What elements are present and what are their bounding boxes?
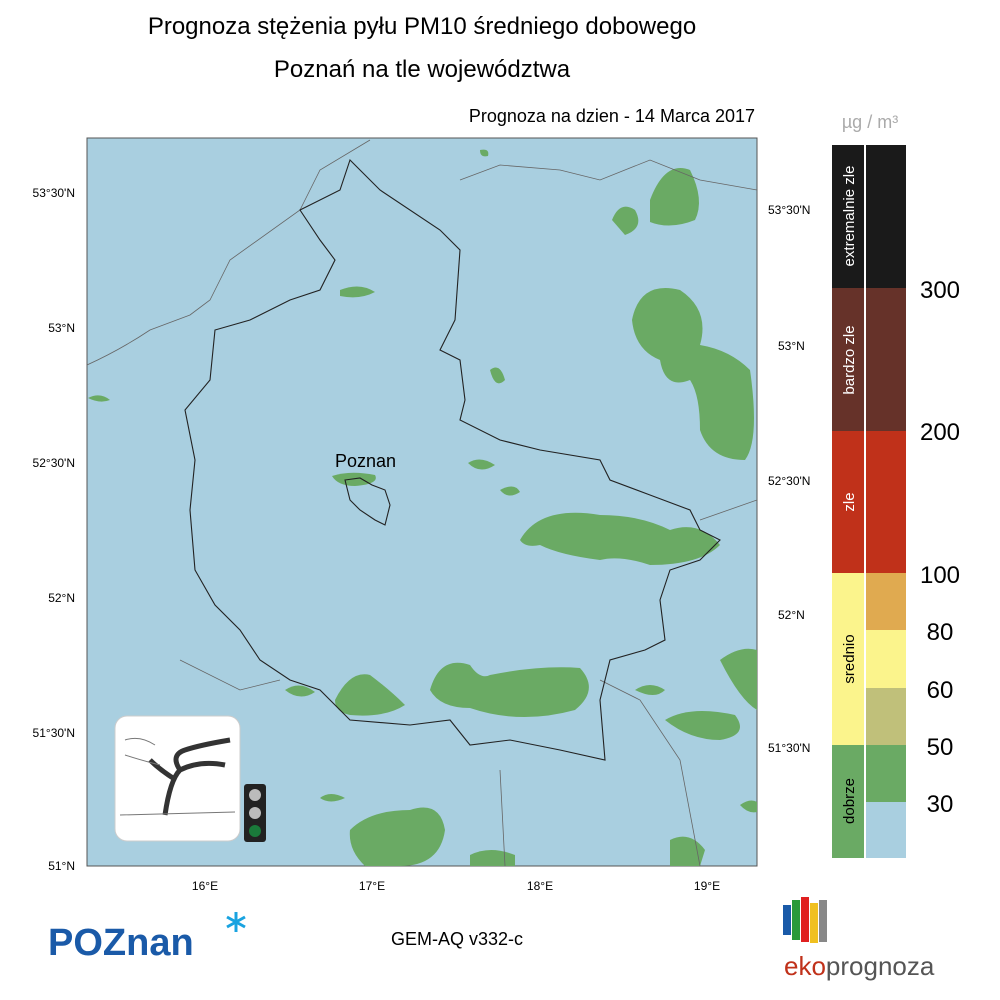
unit: µg / m³ [842, 112, 898, 132]
lat-label: 52°N [778, 608, 805, 622]
lon-label: 18°E [527, 879, 553, 893]
class-label: srednio [841, 634, 858, 683]
date: Prognoza na dzien - 14 Marca 2017 [469, 106, 755, 126]
lon-label: 19°E [694, 879, 720, 893]
logo-eko: ekoprognoza [784, 951, 935, 981]
traffic-light [244, 784, 266, 842]
class-label: zle [841, 492, 858, 511]
title: Prognoza stężenia pyłu PM10 średniego do… [148, 13, 696, 40]
lat-label: 53°30'N [768, 203, 810, 217]
lat-label: 51°30'N [768, 741, 810, 755]
threshold: 30 [927, 791, 954, 818]
model: GEM-AQ v332-c [391, 929, 523, 949]
lat-label: 53°N [778, 339, 805, 353]
lat-label: 52°N [48, 591, 75, 605]
lat-label: 52°30'N [33, 456, 75, 470]
left-ticks: 53°30'N 53°N 52°30'N 52°N 51°30'N 51°N [33, 186, 75, 873]
threshold: 300 [920, 277, 960, 304]
map-content [87, 139, 757, 866]
lat-label: 51°30'N [33, 726, 75, 740]
right-ticks: 53°30'N 53°N 52°30'N 52°N 51°30'N [768, 203, 810, 755]
lat-label: 52°30'N [768, 474, 810, 488]
threshold: 100 [920, 562, 960, 589]
class-label: extremalnie zle [841, 166, 858, 267]
city-label: Poznan [335, 451, 396, 471]
wind-icon [114, 715, 241, 842]
threshold: 50 [927, 734, 954, 761]
lat-label: 51°N [48, 859, 75, 873]
map: 53°30'N 53°N 52°30'N 52°N 51°30'N 51°N 5… [33, 137, 810, 893]
header: Prognoza stężenia pyłu PM10 średniego do… [148, 13, 755, 126]
lon-label: 16°E [192, 879, 218, 893]
lat-label: 53°30'N [33, 186, 75, 200]
bottom-ticks: 16°E 17°E 18°E 19°E [192, 879, 720, 893]
threshold: 60 [927, 677, 954, 704]
eko-bars [783, 897, 827, 943]
footer: POZnan GEM-AQ v332-c ekoprognoza [48, 897, 935, 981]
threshold: 80 [927, 619, 954, 646]
legend: µg / m³ extremalnie zle bardzo zle zle s… [832, 112, 960, 858]
threshold: 200 [920, 419, 960, 446]
class-label: dobrze [841, 778, 858, 824]
class-label: bardzo zle [841, 325, 858, 394]
logo-poznan: POZnan [48, 922, 194, 964]
lat-label: 53°N [48, 321, 75, 335]
lon-label: 17°E [359, 879, 385, 893]
subtitle: Poznań na tle województwa [274, 56, 571, 83]
